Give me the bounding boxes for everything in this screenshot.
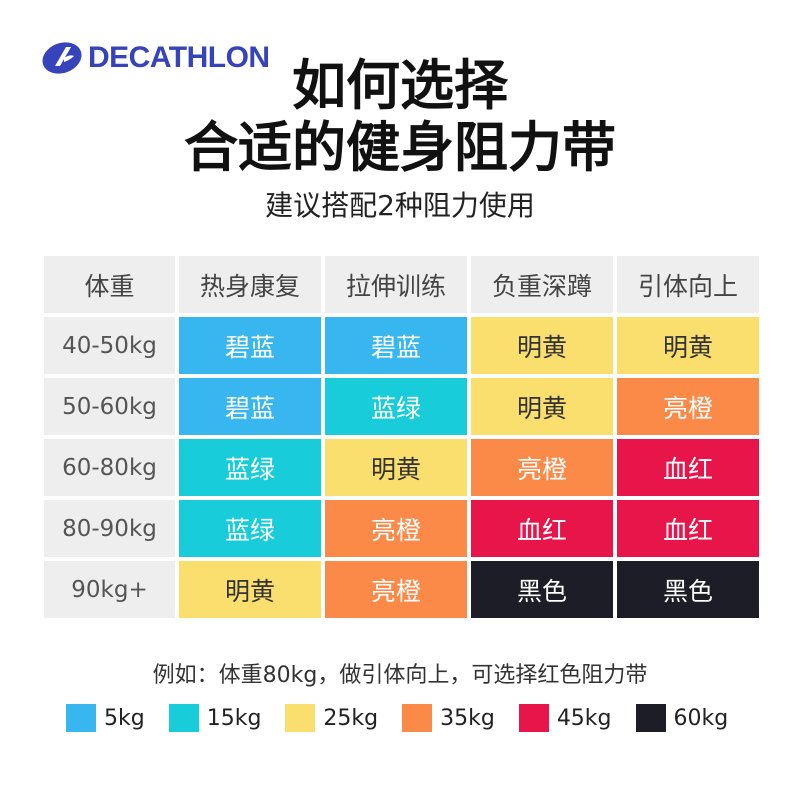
brand-logo: DECATHLON: [40, 38, 270, 78]
page-subtitle: 建议搭配2种阻力使用: [265, 189, 535, 222]
row-weight-label: 80-90kg: [44, 500, 175, 557]
legend-label: 60kg: [673, 705, 729, 731]
band-color-cell: 亮橙: [325, 500, 467, 557]
legend-item: 45kg: [518, 704, 612, 732]
header-exercise: 拉伸训练: [325, 256, 467, 313]
band-color-cell: 明黄: [471, 317, 613, 374]
legend-label: 45kg: [556, 705, 612, 731]
legend-item: 60kg: [635, 704, 729, 732]
band-color-cell: 黑色: [617, 561, 759, 618]
band-color-cell: 碧蓝: [179, 378, 321, 435]
legend-item: 15kg: [168, 704, 262, 732]
header-exercise: 热身康复: [179, 256, 321, 313]
band-color-cell: 蓝绿: [179, 500, 321, 557]
band-color-cell: 亮橙: [471, 439, 613, 496]
legend-item: 25kg: [285, 704, 378, 732]
band-color-cell: 碧蓝: [325, 317, 467, 374]
header-exercise: 负重深蹲: [471, 256, 613, 313]
band-color-cell: 明黄: [471, 378, 613, 435]
legend-swatch: [402, 704, 433, 732]
brand-name: DECATHLON: [88, 41, 270, 74]
legend-label: 35kg: [440, 705, 495, 731]
band-color-cell: 明黄: [325, 439, 467, 496]
page-title-line1: 如何选择: [292, 54, 508, 117]
decathlon-logo-icon: [42, 42, 82, 74]
band-color-cell: 蓝绿: [325, 378, 467, 435]
band-color-cell: 碧蓝: [179, 317, 321, 374]
row-weight-label: 50-60kg: [44, 378, 175, 435]
legend-item: 35kg: [402, 704, 495, 732]
band-color-cell: 蓝绿: [179, 439, 321, 496]
legend-item: 5kg: [66, 704, 145, 732]
header-weight: 体重: [44, 256, 175, 313]
legend-label: 25kg: [323, 705, 379, 731]
example-note: 例如：体重80kg，做引体向上，可选择红色阻力带: [152, 663, 648, 688]
legend-swatch: [518, 704, 549, 732]
band-color-cell: 明黄: [179, 561, 321, 618]
legend-swatch: [285, 704, 316, 732]
legend-label: 5kg: [104, 705, 145, 731]
legend-swatch: [168, 704, 199, 732]
band-color-cell: 血红: [471, 500, 613, 557]
legend-swatch: [635, 704, 666, 732]
row-weight-label: 90kg+: [44, 561, 175, 618]
band-color-cell: 亮橙: [617, 378, 759, 435]
header-exercise: 引体向上: [617, 256, 759, 313]
row-weight-label: 60-80kg: [44, 439, 175, 496]
row-weight-label: 40-50kg: [44, 317, 175, 374]
color-legend: 5kg 15kg 25kg 35kg 45kg 60kg: [66, 704, 728, 732]
band-color-cell: 亮橙: [325, 561, 467, 618]
legend-swatch: [66, 704, 96, 732]
page-title-line2: 合适的健身阻力带: [184, 116, 616, 179]
band-color-cell: 明黄: [617, 317, 759, 374]
band-color-cell: 黑色: [471, 561, 613, 618]
band-color-cell: 血红: [617, 439, 759, 496]
legend-label: 15kg: [206, 705, 262, 731]
band-color-cell: 血红: [617, 500, 759, 557]
resistance-table: 体重 热身康复 拉伸训练 负重深蹲 引体向上 40-50kg 碧蓝 碧蓝 明黄 明黄 50-60kg…: [44, 256, 759, 618]
